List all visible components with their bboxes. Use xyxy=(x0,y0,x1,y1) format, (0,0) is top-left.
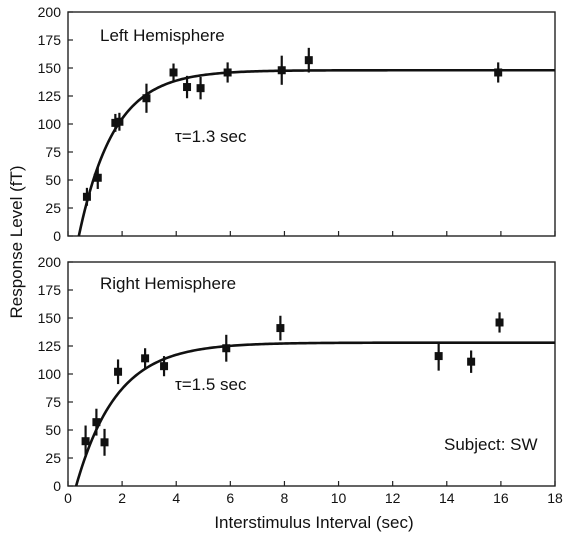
right-data-point xyxy=(100,438,109,447)
left-data-point xyxy=(82,192,91,201)
x-tick-label: 14 xyxy=(439,490,455,506)
right-data-point xyxy=(141,354,150,363)
right-fit-curve xyxy=(74,341,555,487)
subject-annotation: Subject: SW xyxy=(444,435,538,454)
right-y-tick-label: 100 xyxy=(38,366,62,382)
left-data-point xyxy=(183,83,192,92)
left-y-tick-label: 75 xyxy=(45,144,61,160)
left-panel-frame xyxy=(67,11,556,237)
right-data-point xyxy=(495,318,504,327)
right-y-tick-label: 25 xyxy=(45,450,61,466)
right-data-point xyxy=(92,418,101,427)
left-data-point xyxy=(115,117,124,126)
y-axis-title: Response Level (fT) xyxy=(7,165,26,318)
right-y-tick-label: 50 xyxy=(45,422,61,438)
left-y-tick-label: 200 xyxy=(38,4,62,20)
left-fit-curve xyxy=(77,68,555,237)
x-tick-label: 18 xyxy=(547,490,563,506)
x-tick-label: 2 xyxy=(118,490,126,506)
left-y-tick-label: 0 xyxy=(53,228,61,244)
left-data-point xyxy=(93,173,102,182)
left-data-point xyxy=(304,56,313,65)
x-tick-label: 4 xyxy=(172,490,180,506)
right-data-point xyxy=(434,352,443,361)
x-axis-title: Interstimulus Interval (sec) xyxy=(214,513,413,532)
right-data-point xyxy=(81,437,90,446)
right-data-point xyxy=(222,344,231,353)
x-tick-label: 10 xyxy=(331,490,347,506)
x-tick-label: 6 xyxy=(226,490,234,506)
right-y-tick-label: 150 xyxy=(38,310,62,326)
right-y-tick-label: 0 xyxy=(53,478,61,494)
left-data-point xyxy=(196,84,205,93)
right-data-point xyxy=(160,362,169,371)
left-tau-annotation: τ=1.3 sec xyxy=(175,127,247,146)
right-y-tick-label: 125 xyxy=(38,338,62,354)
right-tau-annotation: τ=1.5 sec xyxy=(175,375,247,394)
left-data-point xyxy=(277,66,286,75)
left-y-tick-label: 25 xyxy=(45,200,61,216)
left-data-point xyxy=(111,118,120,127)
right-data-point xyxy=(276,324,285,333)
right-y-tick-label: 175 xyxy=(38,282,62,298)
right-y-tick-label: 200 xyxy=(38,254,62,270)
right-y-tick-label: 75 xyxy=(45,394,61,410)
left-y-tick-label: 50 xyxy=(45,172,61,188)
x-tick-label: 12 xyxy=(385,490,401,506)
left-data-point xyxy=(494,68,503,77)
right-panel-title: Right Hemisphere xyxy=(100,274,236,293)
left-panel-title: Left Hemisphere xyxy=(100,26,225,45)
right-data-point xyxy=(467,357,476,366)
x-tick-label: 0 xyxy=(64,490,72,506)
left-y-tick-label: 175 xyxy=(38,32,62,48)
left-data-point xyxy=(169,68,178,77)
right-data-point xyxy=(114,367,123,376)
left-data-point xyxy=(142,94,151,103)
left-data-point xyxy=(223,68,232,77)
left-y-tick-label: 100 xyxy=(38,116,62,132)
x-tick-label: 16 xyxy=(493,490,509,506)
left-y-tick-label: 125 xyxy=(38,88,62,104)
left-y-tick-label: 150 xyxy=(38,60,62,76)
x-tick-label: 8 xyxy=(281,490,289,506)
